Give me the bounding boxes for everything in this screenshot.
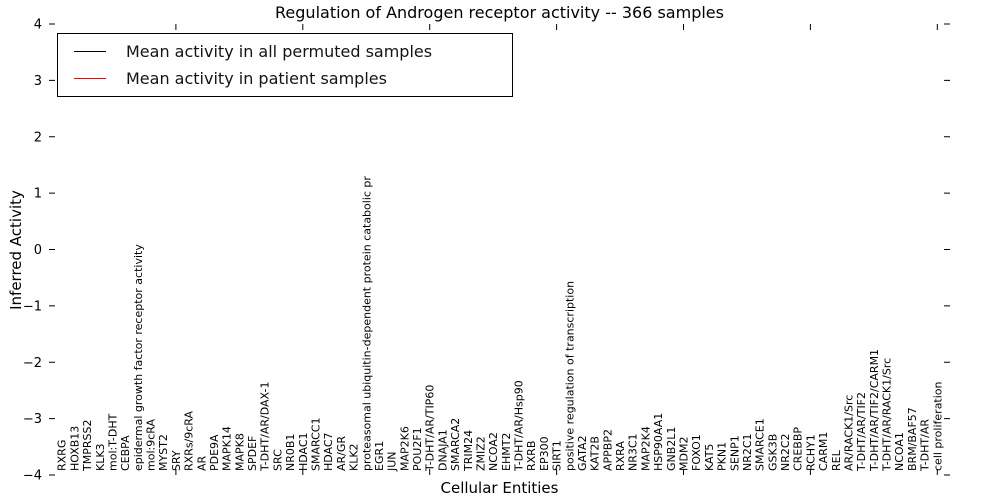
x-category-label: T-DHT/AR/DAX-1 — [259, 382, 272, 472]
x-category-label: HDAC1 — [297, 432, 310, 471]
x-category-label: T-DHT/AR/TIF2 — [855, 392, 868, 472]
x-category-label: MAPK14 — [221, 426, 234, 471]
x-category-label: EHMT2 — [500, 433, 513, 471]
x-category-label: T-DHT/AR/RACK1/Src — [881, 358, 894, 472]
y-tick-label: −3 — [23, 412, 42, 427]
x-category-label: SMARCC1 — [310, 418, 323, 471]
x-category-label: REL — [830, 449, 843, 471]
x-category-label: T-DHT/AR/Hsp90 — [513, 380, 526, 472]
x-category-label: SIRT1 — [551, 440, 564, 471]
x-category-label: RXRB — [525, 441, 538, 471]
legend-item-permuted: Mean activity in all permuted samples — [74, 42, 512, 61]
x-category-label: RXRG — [56, 440, 69, 471]
x-category-label: KAT2B — [589, 436, 602, 471]
x-category-label: EP300 — [538, 436, 551, 471]
x-category-label: RCHY1 — [804, 434, 817, 471]
x-category-label: CEBPA — [119, 435, 132, 471]
y-tick-label: −1 — [23, 299, 42, 314]
x-axis-label: Cellular Entities — [440, 479, 559, 497]
x-category-label: SPDEF — [246, 436, 259, 471]
x-category-label: EGR1 — [373, 441, 386, 471]
x-category-label: KLK2 — [348, 443, 361, 471]
x-category-label: TMPRSS2 — [81, 420, 94, 472]
x-category-label: JUN — [386, 451, 399, 472]
legend-label-patient: Mean activity in patient samples — [126, 69, 387, 88]
x-category-label: GNB2L1 — [665, 427, 678, 471]
x-category-label: NCOA1 — [893, 432, 906, 471]
x-category-label: KLK3 — [94, 443, 107, 471]
x-category-label: CREBBP — [792, 427, 805, 471]
x-category-label: SENP1 — [728, 435, 741, 471]
x-category-label: ZMIZ2 — [475, 436, 488, 471]
x-category-label: SRC — [271, 449, 284, 471]
x-category-label: cell proliferation — [931, 381, 944, 471]
x-category-label: AR/GR — [335, 436, 348, 471]
x-category-label: proteasomal ubiquitin-dependent protein … — [360, 176, 373, 471]
x-category-label: FOXO1 — [690, 434, 703, 471]
x-category-label: AR/RACK1/Src — [843, 395, 856, 471]
x-category-label: PDE9A — [208, 434, 221, 471]
x-category-label: MDM2 — [678, 437, 691, 471]
x-category-label: MYST2 — [157, 434, 170, 471]
x-category-label: SMARCE1 — [754, 418, 767, 471]
patient-line-sample-icon — [74, 78, 106, 79]
x-category-label: HDAC7 — [322, 432, 335, 471]
x-category-label: positive regulation of transcription — [563, 281, 576, 471]
x-category-label: GATA2 — [576, 435, 589, 471]
y-tick-label: 1 — [34, 187, 42, 202]
x-category-label: KAT5 — [703, 444, 716, 471]
x-category-label: SRY — [170, 450, 183, 471]
x-category-label: AR — [195, 455, 208, 471]
permuted-line-sample-icon — [74, 51, 106, 52]
y-tick-label: −2 — [23, 356, 42, 371]
x-category-label: HSP90AA1 — [652, 413, 665, 471]
x-category-label: mol:9cRA — [145, 419, 158, 471]
x-category-label: PKN1 — [716, 442, 729, 471]
x-category-label: mol:T-DHT — [107, 413, 120, 471]
y-tick-label: 3 — [34, 74, 42, 89]
x-category-label: BRM/BAF57 — [906, 407, 919, 471]
x-category-label: NR0B1 — [284, 434, 297, 471]
x-category-label: T-DHT/AR/TIF2/CARM1 — [868, 349, 881, 472]
axis-ticks — [49, 23, 950, 476]
y-tick-label: 4 — [34, 18, 42, 33]
chart-title: Regulation of Androgen receptor activity… — [275, 3, 724, 22]
x-category-label: SMARCA2 — [449, 418, 462, 471]
y-tick-label: 0 — [34, 243, 42, 258]
legend-label-permuted: Mean activity in all permuted samples — [126, 42, 433, 61]
x-category-label: MAP2K4 — [639, 426, 652, 471]
x-category-label: DNAJA1 — [436, 429, 449, 471]
x-category-label: HOXB13 — [68, 426, 81, 471]
y-tick-label: 2 — [34, 130, 42, 145]
x-category-label: CARM1 — [817, 432, 830, 471]
y-tick-labels: −4 −3 −2 −1 0 1 2 3 4 — [23, 18, 42, 484]
x-category-label: NR2C2 — [779, 433, 792, 471]
x-category-label: MAP2K6 — [398, 426, 411, 471]
x-category-label: TRIM24 — [462, 430, 475, 472]
legend: Mean activity in all permuted samples Me… — [57, 33, 513, 97]
x-category-label: NCOA2 — [487, 432, 500, 471]
x-category-label: RXRs/9cRA — [183, 410, 196, 471]
x-category-label: POU2F1 — [411, 427, 424, 471]
y-tick-label: −4 — [23, 469, 42, 484]
x-category-labels: RXRG HOXB13 TMPRSS2 KLK3 mol:T-DHT CEBPA epide… — [56, 176, 945, 472]
y-axis-label: Inferred Activity — [7, 190, 25, 310]
x-category-label: MAPK8 — [233, 433, 246, 471]
x-category-label: APPBP2 — [601, 429, 614, 471]
x-category-label: T-DHT/AR/TIP60 — [424, 385, 437, 472]
x-category-label: epidermal growth factor receptor activit… — [132, 244, 145, 471]
x-category-label: NR2C1 — [741, 433, 754, 471]
x-category-label: GSK3B — [766, 434, 779, 471]
x-category-label: T-DHT/AR — [919, 419, 932, 472]
legend-item-patient: Mean activity in patient samples — [74, 69, 512, 88]
x-category-label: RXRA — [614, 441, 627, 471]
x-category-label: NR3C1 — [627, 433, 640, 471]
